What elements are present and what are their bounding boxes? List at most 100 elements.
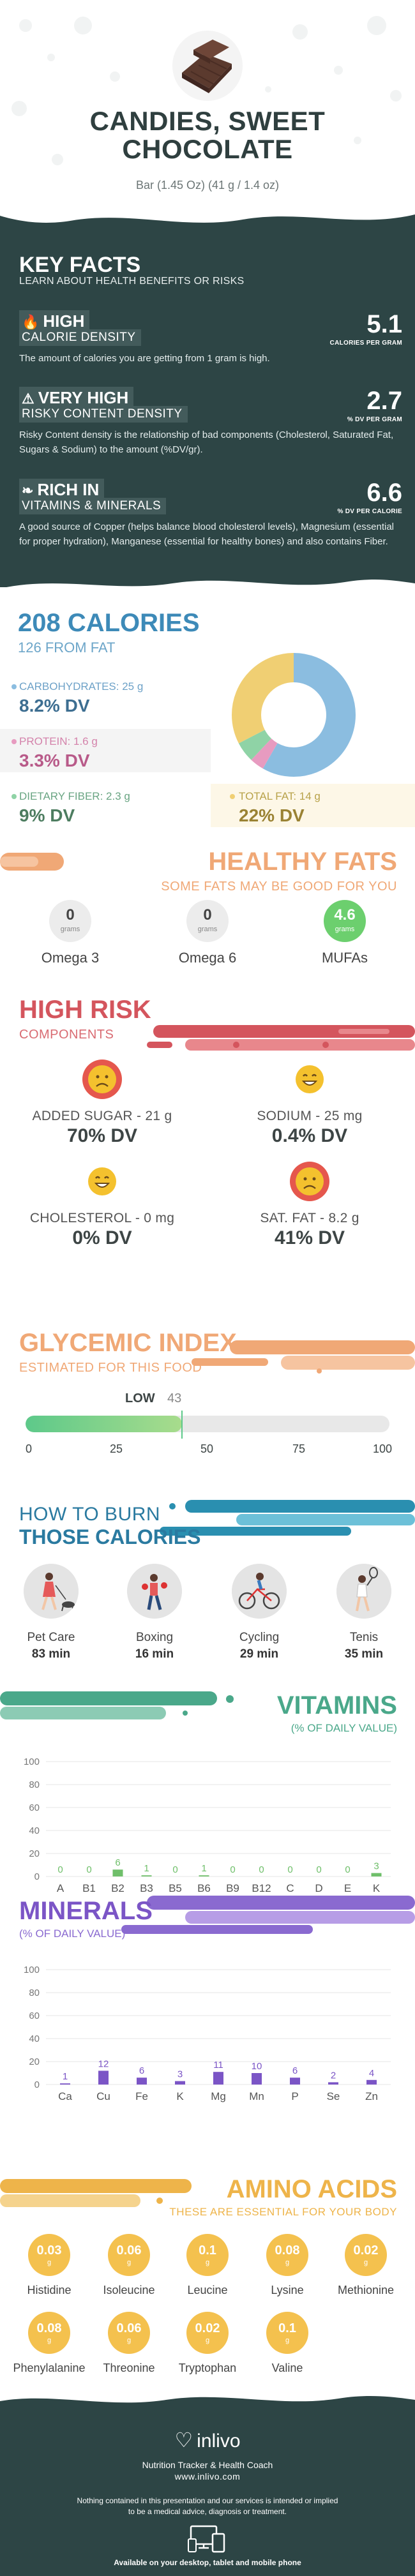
amino-histidine: 0.03 g Histidine [8, 2234, 91, 2297]
decorative-stripe [0, 853, 64, 871]
y-tick-label: 60 [29, 1802, 40, 1813]
fact-level: ❧ RICH IN [19, 479, 105, 499]
bar-mn [252, 2073, 262, 2085]
bar-b3 [141, 1875, 152, 1876]
fact-description: The amount of calories you are getting f… [19, 353, 270, 364]
minerals-title: MINERALS [19, 1897, 153, 1925]
nutrient-label: PROTEIN: 1.6 g [19, 735, 98, 747]
amino-phenylalanine: 0.08 g Phenylalanine [8, 2312, 91, 2375]
decorative-stripe [192, 1340, 415, 1374]
amino-value-circle: 0.08 g [266, 2234, 308, 2276]
amino-name: Leucine [187, 2284, 228, 2296]
fat-unit: grams [60, 925, 80, 933]
glycemic-tick: 25 [110, 1442, 123, 1455]
amino-name: Methionine [337, 2284, 395, 2296]
glycemic-tick: 75 [292, 1442, 306, 1455]
footer: ♡ inlivo Nutrition Tracker & Health Coach… [0, 2396, 415, 2576]
wave-divider [0, 2396, 415, 2413]
amino-value-circle: 0.06 g [108, 2312, 150, 2354]
x-category-label: B12 [252, 1882, 271, 1894]
decorative-stripe [121, 1896, 415, 1934]
fact-name: VITAMINS & MINERALS [19, 498, 167, 514]
fact-level-text: RICH IN [37, 480, 100, 499]
burn-title-line1: HOW TO BURN [19, 1504, 161, 1525]
amino-value: 0.06 [116, 2321, 142, 2335]
glycemic-marker [181, 1411, 183, 1439]
x-category-label: P [291, 2090, 298, 2102]
bar-ca [60, 2083, 70, 2085]
fact-value: 6.6 [366, 479, 402, 507]
activity-name: Boxing [135, 1631, 174, 1644]
y-tick-label: 100 [24, 1756, 40, 1767]
x-category-label: C [286, 1882, 294, 1894]
x-category-label: E [344, 1882, 351, 1894]
bar-value-label: 1 [144, 1863, 149, 1874]
nutrient-carbohydrates: CARBOHYDRATES: 25 g 8.2% DV [0, 674, 211, 717]
x-category-label: B6 [197, 1882, 211, 1894]
amino-value: 0.02 [353, 2243, 379, 2258]
nutrient-label: TOTAL FAT: 14 g [239, 790, 321, 802]
x-category-label: Mn [249, 2090, 264, 2102]
amino-unit: g [205, 2259, 210, 2266]
amino-name: Isoleucine [103, 2284, 155, 2296]
glycemic-tick: 0 [26, 1442, 33, 1455]
bar-value-label: 6 [115, 1857, 120, 1868]
y-tick-label: 40 [29, 2033, 40, 2044]
x-category-label: A [57, 1882, 64, 1894]
bar-value-label: 6 [292, 2065, 298, 2076]
fat-name: MUFAs [321, 950, 368, 966]
nutrient-dv: 22% DV [239, 805, 305, 825]
minerals-bar-chart: 0 20 40 60 80 100 1 Ca 12 Cu 6 Fe 3 K 11 Mg 10 Mn 6 P 2 Se 4 Zn [24, 1965, 391, 2102]
x-category-label: B1 [82, 1882, 96, 1894]
bar-value-label: 3 [177, 2069, 183, 2080]
healthy-fats-section: HEALTHY FATS SOME FATS MAY BE GOOD FOR Y… [0, 836, 415, 983]
fat-omega3: 0 grams Omega 3 [19, 900, 121, 966]
donut-slice-total-fat [232, 653, 356, 777]
nutrient-dv: 3.3% DV [19, 751, 90, 770]
bar-value-label: 0 [230, 1864, 235, 1875]
key-facts-section: KEY FACTS LEARN ABOUT HEALTH BENEFITS OR… [0, 203, 415, 587]
y-tick-label: 100 [24, 1965, 40, 1975]
fat-name: Omega 6 [178, 950, 237, 966]
amino-acids-title: AMINO ACIDS [226, 2175, 397, 2203]
glycemic-level: LOW [125, 1391, 155, 1405]
x-category-label: Cu [96, 2090, 110, 2102]
amino-valine: 0.1 g Valine [246, 2312, 329, 2375]
amino-unit: g [47, 2337, 52, 2344]
amino-name: Histidine [27, 2284, 72, 2296]
brand-url[interactable]: www.inlivo.com [174, 2471, 241, 2482]
key-facts-title: KEY FACTS [19, 253, 141, 277]
leaf-icon: ❧ [22, 483, 34, 498]
high-risk-title: HIGH RISK [19, 996, 151, 1024]
amino-unit: g [47, 2259, 52, 2266]
vitamins-subtitle: (% OF DAILY VALUE) [290, 1722, 397, 1734]
fat-omega6: 0 grams Omega 6 [156, 900, 259, 966]
y-tick-label: 20 [29, 2056, 40, 2067]
amino-threonine: 0.06 g Threonine [87, 2312, 170, 2375]
burn-calories-section: HOW TO BURN THOSE CALORIES Pet Care 83 m… [0, 1474, 415, 1672]
x-category-label: B5 [169, 1882, 182, 1894]
decorative-stripe [160, 1500, 415, 1536]
fact-unit: % DV PER CALORIE [337, 508, 402, 515]
bar-value-label: 0 [172, 1864, 177, 1875]
key-facts-subtitle: LEARN ABOUT HEALTH BENEFITS OR RISKS [19, 276, 245, 287]
fact-description: A good source of Copper (helps balance b… [19, 521, 394, 547]
amino-unit: g [285, 2259, 290, 2266]
vitamins-section: VITAMINS (% OF DAILY VALUE) 0 20 40 60 80 100… [0, 1685, 415, 1902]
x-category-label: D [315, 1882, 322, 1894]
serving-size: Bar (1.45 Oz) (41 g / 1.4 oz) [135, 179, 280, 191]
amino-methionine: 0.02 g Methionine [324, 2234, 407, 2297]
bar-cu [98, 2071, 109, 2085]
bar-value-label: 0 [86, 1864, 91, 1875]
happy-face-icon [296, 1065, 324, 1093]
risk-dv: 41% DV [274, 1227, 345, 1248]
bar-zn [366, 2079, 377, 2085]
brand-logo[interactable]: ♡ inlivo [0, 2428, 415, 2452]
fact-value: 5.1 [366, 310, 402, 338]
nutrient-dv: 8.2% DV [19, 696, 90, 715]
food-title: CANDIES, SWEET CHOCOLATE [0, 107, 415, 163]
sad-face-icon [290, 1162, 329, 1201]
fact-calorie-density: 🔥 HIGH CALORIE DENSITY 5.1 CALORIES PER G… [19, 310, 402, 380]
availability-note: Available on your desktop, tablet and mo… [114, 2558, 301, 2567]
